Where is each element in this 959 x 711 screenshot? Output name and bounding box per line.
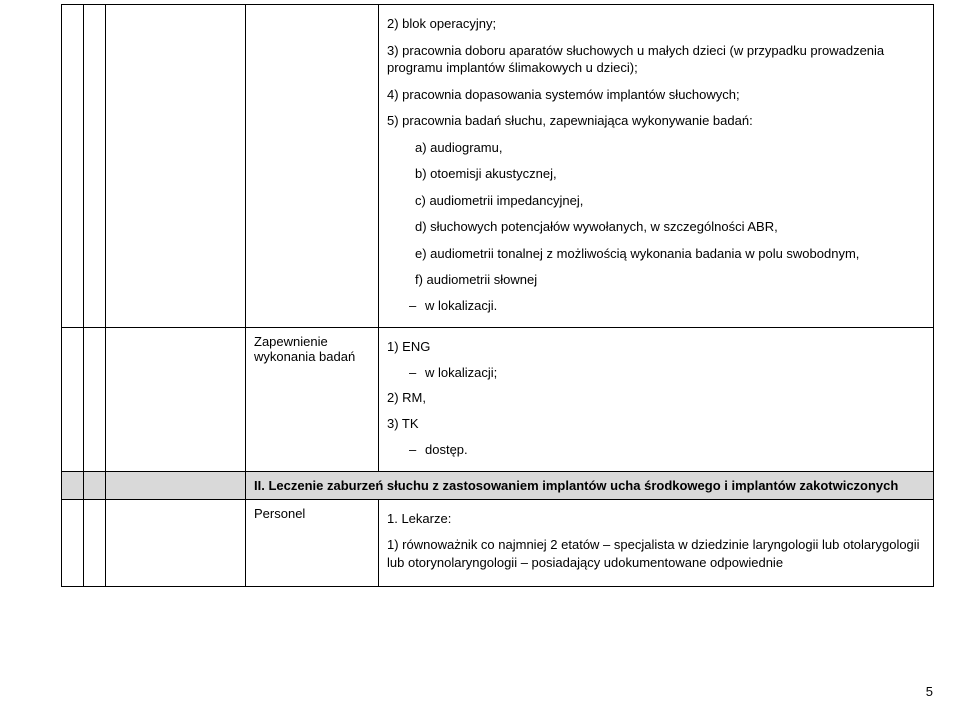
col-1-cell bbox=[62, 328, 84, 472]
dash-list: w lokalizacji; bbox=[425, 365, 925, 380]
col-2-cell bbox=[84, 328, 106, 472]
col-4-cell bbox=[246, 5, 379, 328]
list-item: 1. Lekarze: bbox=[387, 510, 925, 528]
col-3-cell bbox=[106, 5, 246, 328]
col-3-cell bbox=[106, 328, 246, 472]
col-1-cell bbox=[62, 471, 84, 499]
content-cell: 2) blok operacyjny; 3) pracownia doboru … bbox=[379, 5, 934, 328]
dash-item: w lokalizacji; bbox=[425, 365, 925, 380]
list-item: 3) TK bbox=[387, 415, 925, 433]
list-item: 2) RM, bbox=[387, 389, 925, 407]
sub-item: a) audiogramu, bbox=[415, 139, 925, 157]
list-item: 5) pracownia badań słuchu, zapewniająca … bbox=[387, 112, 925, 130]
page-number: 5 bbox=[926, 684, 933, 699]
col-3-cell bbox=[106, 499, 246, 587]
col-2-cell bbox=[84, 499, 106, 587]
col-1-cell bbox=[62, 499, 84, 587]
document-table: 2) blok operacyjny; 3) pracownia doboru … bbox=[61, 4, 934, 587]
list-item: 4) pracownia dopasowania systemów implan… bbox=[387, 86, 925, 104]
table-row: Personel 1. Lekarze: 1) równoważnik co n… bbox=[62, 499, 934, 587]
section-header-row: II. Leczenie zaburzeń słuchu z zastosowa… bbox=[62, 471, 934, 499]
col-1-cell bbox=[62, 5, 84, 328]
list-item: 1) ENG bbox=[387, 338, 925, 356]
sub-item: e) audiometrii tonalnej z możliwością wy… bbox=[415, 245, 925, 263]
table-row: Zapewnienie wykonania badań 1) ENG w lok… bbox=[62, 328, 934, 472]
dash-item: dostęp. bbox=[425, 442, 925, 457]
col-2-cell bbox=[84, 471, 106, 499]
table-row: 2) blok operacyjny; 3) pracownia doboru … bbox=[62, 5, 934, 328]
sub-item: b) otoemisji akustycznej, bbox=[415, 165, 925, 183]
content-cell: 1) ENG w lokalizacji; 2) RM, 3) TK dostę… bbox=[379, 328, 934, 472]
sub-item: f) audiometrii słownej bbox=[415, 271, 925, 289]
col-2-cell bbox=[84, 5, 106, 328]
col-3-cell bbox=[106, 471, 246, 499]
dash-list: dostęp. bbox=[425, 442, 925, 457]
list-item: 2) blok operacyjny; bbox=[387, 15, 925, 33]
list-item: 1) równoważnik co najmniej 2 etatów – sp… bbox=[387, 536, 925, 571]
list-item: 3) pracownia doboru aparatów słuchowych … bbox=[387, 42, 925, 77]
section-heading: II. Leczenie zaburzeń słuchu z zastosowa… bbox=[246, 471, 934, 499]
dash-item: w lokalizacji. bbox=[425, 298, 925, 313]
row-label-cell: Zapewnienie wykonania badań bbox=[246, 328, 379, 472]
sub-item: d) słuchowych potencjałów wywołanych, w … bbox=[415, 218, 925, 236]
sub-item: c) audiometrii impedancyjnej, bbox=[415, 192, 925, 210]
content-cell: 1. Lekarze: 1) równoważnik co najmniej 2… bbox=[379, 499, 934, 587]
row-label-cell: Personel bbox=[246, 499, 379, 587]
dash-list: w lokalizacji. bbox=[425, 298, 925, 313]
